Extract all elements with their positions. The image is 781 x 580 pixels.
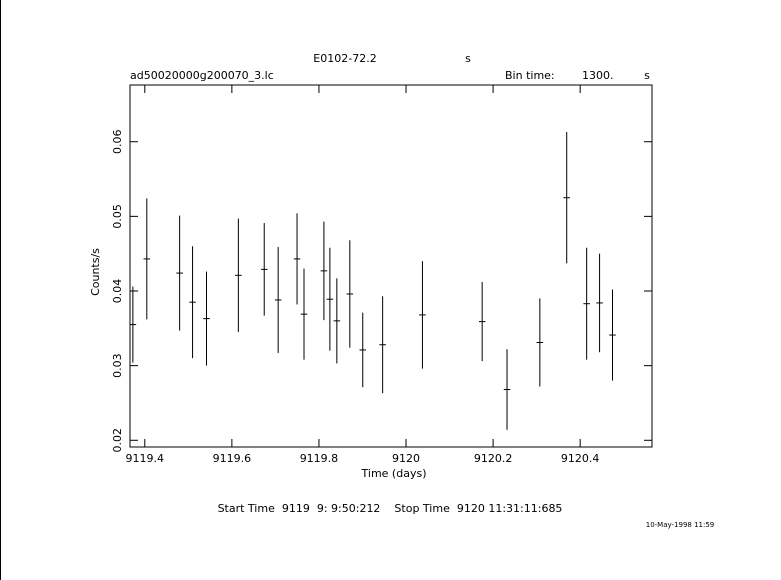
footer: Start Time 9119 9: 9:50:212 Stop Time 91…: [218, 502, 563, 515]
bin-time-unit: s: [644, 69, 650, 82]
y-tick-label: 0.04: [111, 279, 124, 304]
bin-time: 1300.: [582, 69, 614, 82]
y-tick-label: 0.05: [111, 204, 124, 229]
x-tick-label: 9119.8: [300, 452, 339, 465]
x-tick-label: 9120.2: [474, 452, 513, 465]
y-tick-label: 0.06: [111, 129, 124, 154]
x-axis-label: Time (days): [361, 467, 427, 480]
y-tick-label: 0.02: [111, 428, 124, 453]
bin-time-label: Bin time:: [505, 69, 555, 82]
plot-frame: [129, 84, 653, 448]
x-tick-label: 9120.4: [561, 452, 600, 465]
date-stamp: 10-May-1998 11:59: [646, 521, 715, 529]
x-tick-label: 9120: [392, 452, 420, 465]
x-tick-label: 9119.4: [126, 452, 165, 465]
y-axis-label: Counts/s: [89, 248, 102, 296]
title-unit: s: [465, 52, 471, 65]
chart-title: E0102-72.2: [313, 52, 376, 65]
file-name: ad50020000g200070_3.lc: [130, 69, 274, 82]
x-tick-label: 9119.6: [213, 452, 252, 465]
y-tick-label: 0.03: [111, 353, 124, 378]
